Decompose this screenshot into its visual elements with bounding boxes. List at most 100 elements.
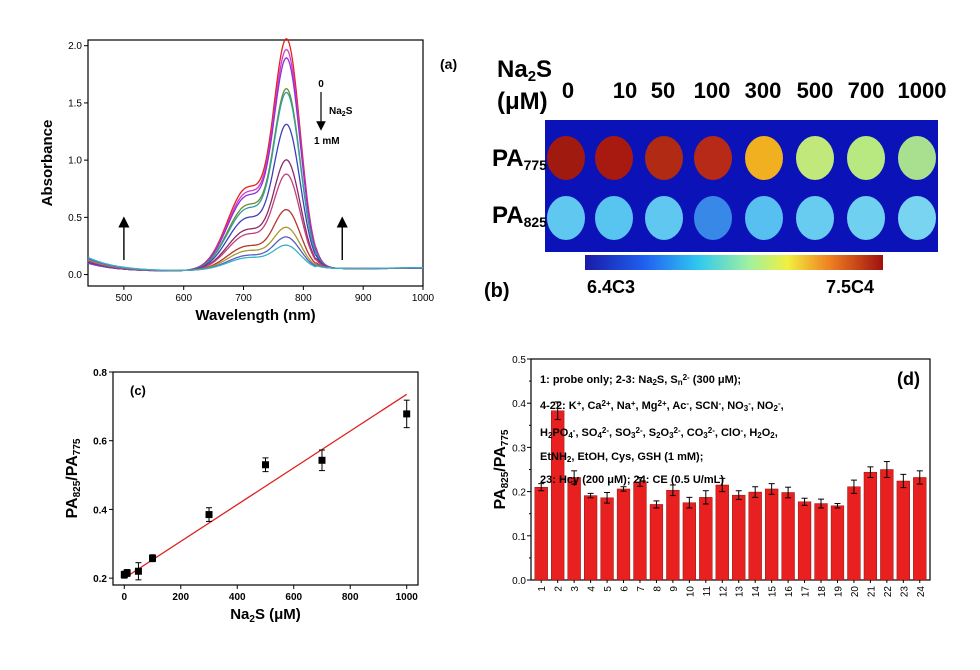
spectrum-line — [87, 91, 423, 272]
x-tick-label: 600 — [285, 592, 302, 603]
y-tick-label: 0.5 — [68, 213, 82, 224]
sample-spot — [745, 136, 783, 180]
bar — [913, 477, 927, 581]
panel-label-d: (d) — [897, 369, 920, 389]
panel-label-c: (c) — [130, 383, 146, 398]
spectrum-line — [87, 226, 423, 272]
legend-part: 2 — [773, 404, 778, 413]
sample-spot — [745, 196, 783, 240]
legend-part: 2 — [757, 431, 762, 440]
legend-part: O — [661, 427, 670, 439]
legend-part: , SCN — [689, 400, 718, 412]
concentration-label: 1000 — [898, 78, 947, 103]
ylabel-part: PA — [64, 497, 81, 518]
sample-spot — [847, 196, 885, 240]
xlabel-part: S (μM) — [255, 606, 301, 623]
y-tick-label: 0.0 — [512, 576, 526, 587]
colorbar — [585, 255, 883, 270]
sample-spot — [595, 136, 633, 180]
spectrum-line — [87, 173, 424, 272]
y-axis-label: PA825/PA775 — [64, 438, 83, 518]
colorbar-min-label: 6.4C3 — [587, 277, 635, 297]
ylabel-part: /PA — [492, 446, 509, 472]
spectrum-line — [87, 244, 423, 272]
bar — [649, 504, 664, 581]
sample-spot — [898, 136, 936, 180]
x-tick-label: 22 — [883, 586, 894, 598]
x-tick-label: 10 — [685, 586, 696, 598]
x-tick-label: 20 — [850, 586, 861, 598]
spectrum-line — [87, 48, 423, 272]
concentration-label: 100 — [694, 78, 731, 103]
bar — [732, 494, 746, 581]
legend-part: , — [775, 427, 778, 439]
x-tick-label: 21 — [866, 586, 877, 598]
x-tick-label: 500 — [116, 293, 133, 304]
concentration-label: 10 — [613, 78, 637, 103]
y-tick-label: 1.5 — [68, 98, 82, 109]
x-tick-label: 1000 — [412, 293, 435, 304]
x-axis-label: Na2S (μM) — [230, 606, 301, 625]
x-tick-label: 200 — [172, 592, 189, 603]
legend-line: 1: probe only; 2-3: Na2S, Sn2- (300 μM); — [540, 373, 741, 387]
legend-part: 4 — [568, 431, 573, 440]
ylabel-sub: 775 — [72, 438, 83, 455]
spectrum-line — [87, 87, 423, 272]
bar — [765, 488, 779, 581]
legend-part: , H — [743, 427, 757, 439]
x-tick-label: 800 — [295, 293, 312, 304]
data-point — [262, 461, 269, 469]
legend-part: , — [781, 400, 784, 412]
xlabel-part: Na — [230, 606, 250, 623]
x-tick-label: 7 — [636, 586, 647, 592]
panel-a-absorbance-chart: 500 600 700 800 900 1000 0.0 0.5 1.0 1.5 2.0 Wavele… — [39, 37, 435, 324]
x-tick-label: 18 — [817, 586, 828, 598]
data-point — [149, 554, 157, 562]
y-tick-label: 0.2 — [512, 488, 526, 499]
legend-part: H — [540, 427, 548, 439]
reagent-part: Na — [329, 106, 342, 117]
legend-part: EtNH — [540, 451, 567, 463]
y-tick-label: 0.2 — [93, 574, 107, 585]
y-tick-label: 0.4 — [512, 399, 526, 410]
spectrum-line — [87, 236, 423, 272]
bar — [616, 488, 631, 581]
legend-part: , NO — [751, 400, 774, 412]
fit-line — [123, 393, 408, 579]
legend-part: 2- — [674, 426, 681, 435]
x-tick-label: 8 — [652, 586, 663, 592]
x-tick-label: 17 — [801, 586, 812, 598]
bar — [583, 495, 598, 581]
plot-frame — [87, 39, 424, 287]
ylabel-sub: 825 — [72, 480, 83, 497]
legend-part: - — [748, 399, 751, 408]
legend-part: 2- — [636, 426, 643, 435]
x-tick-label: 12 — [718, 586, 729, 598]
legend-part: + — [577, 399, 582, 408]
conc-part: S — [536, 56, 552, 83]
annotation-start: 0 — [318, 79, 324, 90]
row-name: PA — [492, 202, 524, 229]
bar — [797, 501, 812, 581]
spectrum-line — [87, 57, 423, 272]
x-tick-label: 4 — [587, 586, 598, 592]
row-label: PA825 — [492, 202, 547, 230]
legend-part: 2- — [683, 373, 690, 382]
conc-sub: 2 — [528, 68, 536, 85]
annotation-reagent: Na2S — [329, 106, 353, 118]
x-tick-label: 2 — [554, 586, 565, 592]
x-tick-label: 1 — [537, 586, 548, 592]
x-tick-label: 14 — [751, 586, 762, 598]
legend-part: , Mg — [636, 400, 658, 412]
x-tick-label: 16 — [784, 586, 795, 598]
ylabel-sub: 775 — [500, 429, 511, 446]
data-point — [123, 569, 131, 577]
concentration-label: 50 — [651, 78, 675, 103]
concentration-title: Na2S — [497, 56, 552, 85]
legend-part: n — [678, 378, 683, 387]
x-tick-label: 800 — [342, 592, 359, 603]
x-tick-label: 23 — [899, 586, 910, 598]
y-tick-label: 1.0 — [68, 156, 82, 167]
y-tick-label: 2.0 — [68, 41, 82, 52]
